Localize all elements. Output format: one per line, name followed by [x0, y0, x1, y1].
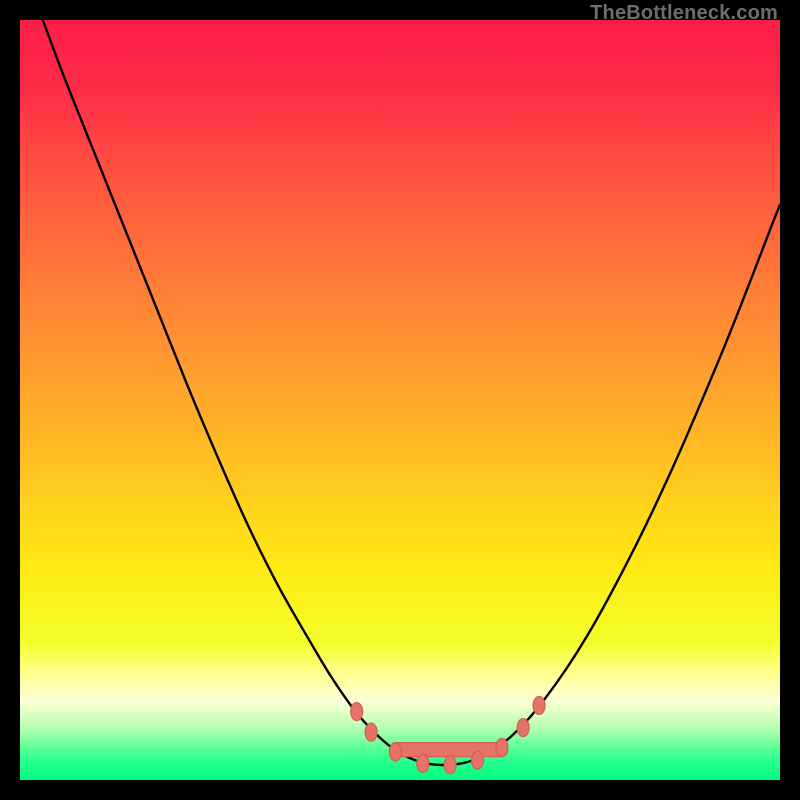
data-marker [351, 703, 363, 721]
watermark-label: TheBottleneck.com [590, 2, 778, 25]
data-marker [496, 738, 508, 756]
data-marker [365, 723, 377, 741]
data-marker [517, 719, 529, 737]
data-marker [417, 754, 429, 772]
data-marker [533, 697, 545, 715]
marker-bar [389, 743, 507, 757]
data-marker [444, 756, 456, 774]
data-marker [389, 743, 401, 761]
data-marker [472, 751, 484, 769]
chart-plot [20, 20, 780, 780]
gradient-background [20, 20, 780, 780]
chart-frame: TheBottleneck.com [0, 0, 800, 800]
bottleneck-curve-chart [20, 20, 780, 780]
